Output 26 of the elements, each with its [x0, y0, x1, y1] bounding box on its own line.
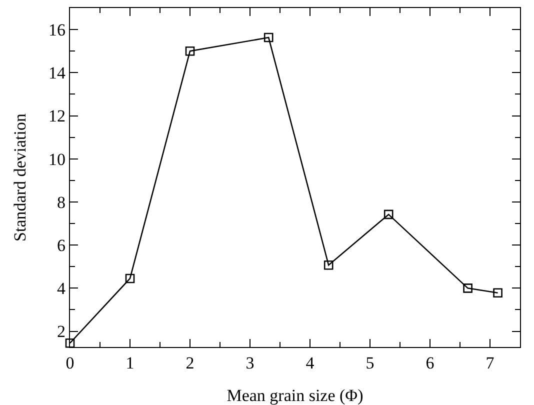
x-tick-label: 5	[366, 354, 374, 373]
y-tick-label: 16	[48, 20, 66, 40]
point	[185, 46, 195, 56]
x-tick-label: 4	[306, 354, 315, 373]
point	[384, 210, 394, 220]
y-tick-label: 12	[48, 106, 66, 126]
y-axis-title: Standard deviation	[10, 113, 30, 242]
x-tick-label: 2	[186, 354, 194, 373]
x-tick-label: 6	[426, 354, 434, 373]
point	[125, 274, 135, 284]
point	[264, 32, 274, 42]
x-tick-label: 7	[486, 354, 495, 373]
x-tick-label: 3	[246, 354, 254, 373]
y-tick-label: 10	[48, 150, 66, 169]
point	[324, 260, 334, 270]
y-tick-label: 6	[56, 236, 66, 256]
y-tick-label: 8	[56, 192, 66, 212]
y-tick-label: 4	[56, 279, 66, 298]
point	[65, 338, 75, 348]
point	[463, 284, 472, 293]
x-axis-title: Mean grain size (Φ)	[226, 386, 364, 405]
y-tick-label: 14	[48, 64, 66, 83]
x-tick-label: 0	[66, 354, 74, 373]
x-tick-label: 1	[126, 354, 134, 373]
y-tick-label: 2	[56, 322, 66, 342]
point	[493, 288, 502, 298]
